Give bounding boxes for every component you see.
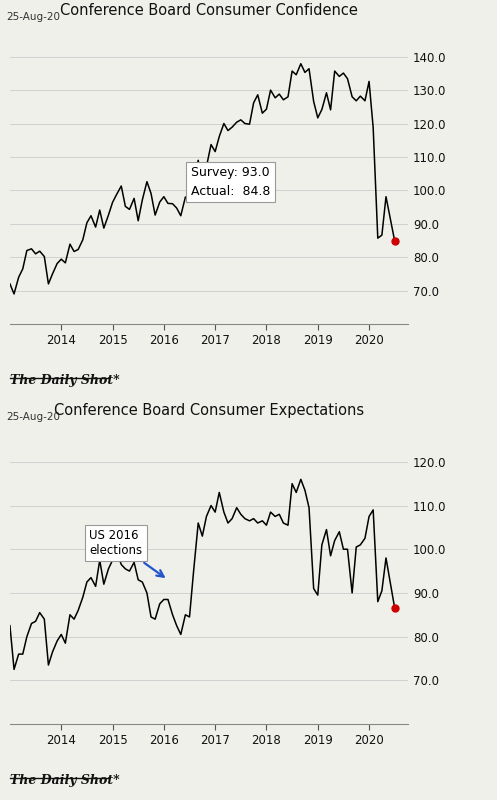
Text: 25-Aug-20: 25-Aug-20 bbox=[6, 411, 60, 422]
Text: The Daily Shot*: The Daily Shot* bbox=[10, 374, 120, 386]
Title: Conference Board Consumer Confidence: Conference Board Consumer Confidence bbox=[60, 3, 358, 18]
Text: Survey: 93.0
Actual:  84.8: Survey: 93.0 Actual: 84.8 bbox=[191, 166, 270, 198]
Text: 25-Aug-20: 25-Aug-20 bbox=[6, 11, 60, 22]
Text: US 2016
elections: US 2016 elections bbox=[89, 529, 164, 577]
Text: The Daily Shot*: The Daily Shot* bbox=[10, 774, 120, 786]
Title: Conference Board Consumer Expectations: Conference Board Consumer Expectations bbox=[54, 403, 364, 418]
